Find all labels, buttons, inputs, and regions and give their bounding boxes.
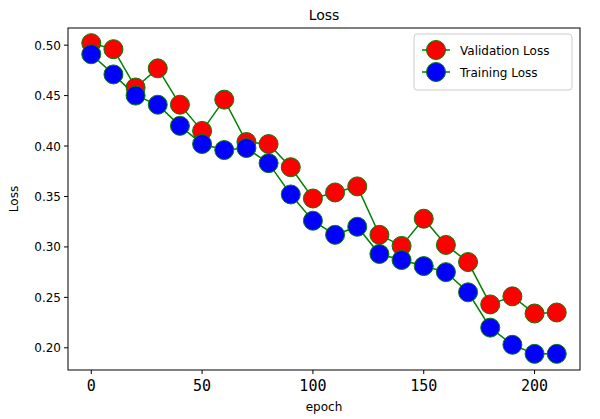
x-tick: [534, 370, 535, 374]
series-point: [392, 251, 411, 270]
series-point: [259, 135, 278, 154]
legend-box: [414, 34, 572, 90]
series-line: [91, 54, 556, 354]
series-point: [503, 335, 522, 354]
series-point: [82, 45, 101, 64]
legend-marker: [427, 41, 446, 60]
series-point: [414, 209, 433, 228]
series-point: [348, 217, 367, 236]
y-tick: [64, 45, 68, 46]
y-tick-label: 0.30: [34, 240, 61, 254]
series-point: [104, 40, 123, 59]
series-point: [237, 139, 256, 158]
y-tick-label: 0.35: [34, 190, 61, 204]
y-axis-label: Loss: [7, 186, 21, 212]
series-point: [148, 59, 167, 78]
series-point: [281, 185, 300, 204]
y-tick-label: 0.45: [34, 89, 61, 103]
chart: Loss 0 50 100 150 200 0.20 0.25 0.30 0.35 0.40 0.45…: [0, 0, 600, 419]
series-point: [348, 177, 367, 196]
series-point: [481, 318, 500, 337]
series-point: [303, 189, 322, 208]
series-point: [193, 135, 212, 154]
y-tick-label: 0.50: [34, 39, 61, 53]
x-tick-label: 200: [521, 377, 548, 395]
series-point: [326, 225, 345, 244]
series-point: [459, 253, 478, 272]
series-point: [436, 235, 455, 254]
series-point: [170, 116, 189, 135]
legend: Validation Loss Training Loss: [414, 34, 572, 90]
series-point: [525, 304, 544, 323]
series-point: [481, 295, 500, 314]
series-point: [170, 95, 189, 114]
series-point: [126, 86, 145, 105]
y-tick-label: 0.20: [34, 341, 61, 355]
series-point: [259, 154, 278, 173]
series-point: [436, 263, 455, 282]
y-tick: [64, 196, 68, 197]
title: Loss: [309, 7, 340, 23]
series-point: [104, 65, 123, 84]
x-axis-label: epoch: [306, 400, 343, 414]
series-point: [281, 158, 300, 177]
legend-label: Validation Loss: [460, 44, 549, 58]
series-point: [547, 344, 566, 363]
y-tick-label: 0.25: [34, 291, 61, 305]
series-point: [370, 225, 389, 244]
series-point: [303, 211, 322, 230]
series-point: [215, 141, 234, 160]
series-point: [370, 244, 389, 263]
x-tick-label: 50: [193, 377, 211, 395]
series-point: [148, 95, 167, 114]
x-tick-label: 0: [87, 377, 96, 395]
series-point: [503, 287, 522, 306]
series-point: [326, 183, 345, 202]
y-tick: [64, 297, 68, 298]
series-point: [547, 303, 566, 322]
y-tick: [64, 146, 68, 147]
y-tick: [64, 95, 68, 96]
x-tick-label: 150: [410, 377, 437, 395]
series-point: [525, 344, 544, 363]
series-point: [215, 90, 234, 109]
y-tick: [64, 347, 68, 348]
x-tick: [202, 370, 203, 374]
x-tick: [91, 370, 92, 374]
y-tick-label: 0.40: [34, 140, 61, 154]
plot-frame: [68, 28, 580, 370]
x-tick: [423, 370, 424, 374]
series-point: [414, 257, 433, 276]
series-point: [459, 283, 478, 302]
legend-label: Training Loss: [459, 66, 537, 80]
x-tick-label: 100: [299, 377, 326, 395]
x-tick: [312, 370, 313, 374]
y-tick: [64, 246, 68, 247]
legend-marker: [427, 63, 446, 82]
